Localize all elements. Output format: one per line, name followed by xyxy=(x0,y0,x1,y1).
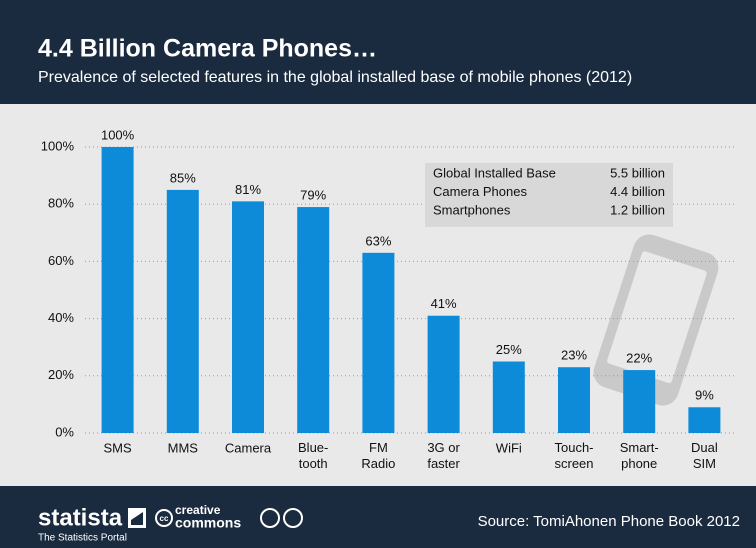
by-icon xyxy=(260,508,280,528)
header-background xyxy=(0,0,756,104)
x-tick-label: Camera xyxy=(225,440,272,455)
bar xyxy=(297,207,330,433)
brand: statista xyxy=(38,504,123,531)
bar xyxy=(427,315,460,433)
license-top: creative xyxy=(175,503,221,517)
bar xyxy=(558,367,590,433)
info-value: 5.5 billion xyxy=(610,165,665,180)
info-label: Smartphones xyxy=(433,202,511,217)
value-label: 9% xyxy=(695,388,714,403)
x-tick-label: FM Radio xyxy=(361,440,395,471)
bar xyxy=(166,189,199,433)
bar xyxy=(232,201,264,433)
bar xyxy=(362,252,395,433)
cc-icon xyxy=(155,509,173,527)
value-label: 85% xyxy=(170,170,196,185)
y-tick-label: 60% xyxy=(48,253,74,268)
x-tick-label: 3G or faster xyxy=(427,440,460,471)
y-tick-label: 100% xyxy=(41,138,75,153)
bar xyxy=(623,370,656,433)
value-label: 41% xyxy=(431,296,457,311)
bar xyxy=(688,407,721,433)
value-label: 81% xyxy=(235,182,261,197)
info-label: Global Installed Base xyxy=(433,165,556,180)
value-label: 22% xyxy=(626,351,652,366)
x-tick-label: WiFi xyxy=(496,440,522,455)
bar xyxy=(101,147,134,433)
value-label: 100% xyxy=(101,127,135,142)
value-label: 25% xyxy=(496,342,522,357)
plot-area: 0% 20% 40% 60% 80% 100% 100% SMS 85% MMS 81% Camera… xyxy=(41,127,737,471)
chart-subtitle: Prevalence of selected features in the g… xyxy=(38,69,632,86)
bar xyxy=(492,361,525,433)
info-label: Camera Phones xyxy=(433,184,527,199)
x-tick-label: Touch-screen xyxy=(554,440,593,471)
info-box-rows: Global Installed Base 5.5 billion Camera P… xyxy=(433,165,665,217)
value-label: 63% xyxy=(365,233,391,248)
x-tick-label: SMS xyxy=(104,440,133,455)
value-label: 23% xyxy=(561,348,587,363)
info-value: 4.4 billion xyxy=(610,184,665,199)
brand-logo xyxy=(128,508,146,528)
y-tick-label: 0% xyxy=(55,424,74,439)
info-box xyxy=(425,163,673,227)
x-tick-label: MMS xyxy=(168,440,199,455)
cc-icon-text: cc xyxy=(160,514,169,523)
tagline: The Statistics Portal xyxy=(38,533,127,544)
source: Source: TomiAhonen Phone Book 2012 xyxy=(478,513,740,530)
value-label: 79% xyxy=(300,187,326,202)
chart-title: 4.4 Billion Camera Phones… xyxy=(38,35,377,63)
x-tick-label: Dual SIM xyxy=(691,440,718,471)
footer-background xyxy=(0,486,756,548)
license-bottom: commons xyxy=(175,515,241,531)
y-tick-label: 20% xyxy=(48,367,74,382)
y-tick-label: 80% xyxy=(48,196,74,211)
info-value: 1.2 billion xyxy=(610,202,665,217)
y-tick-label: 40% xyxy=(48,310,74,325)
x-tick-label: Blue-tooth xyxy=(298,440,328,471)
x-tick-label: Smart-phone xyxy=(620,440,659,471)
nd-icon xyxy=(283,508,303,528)
